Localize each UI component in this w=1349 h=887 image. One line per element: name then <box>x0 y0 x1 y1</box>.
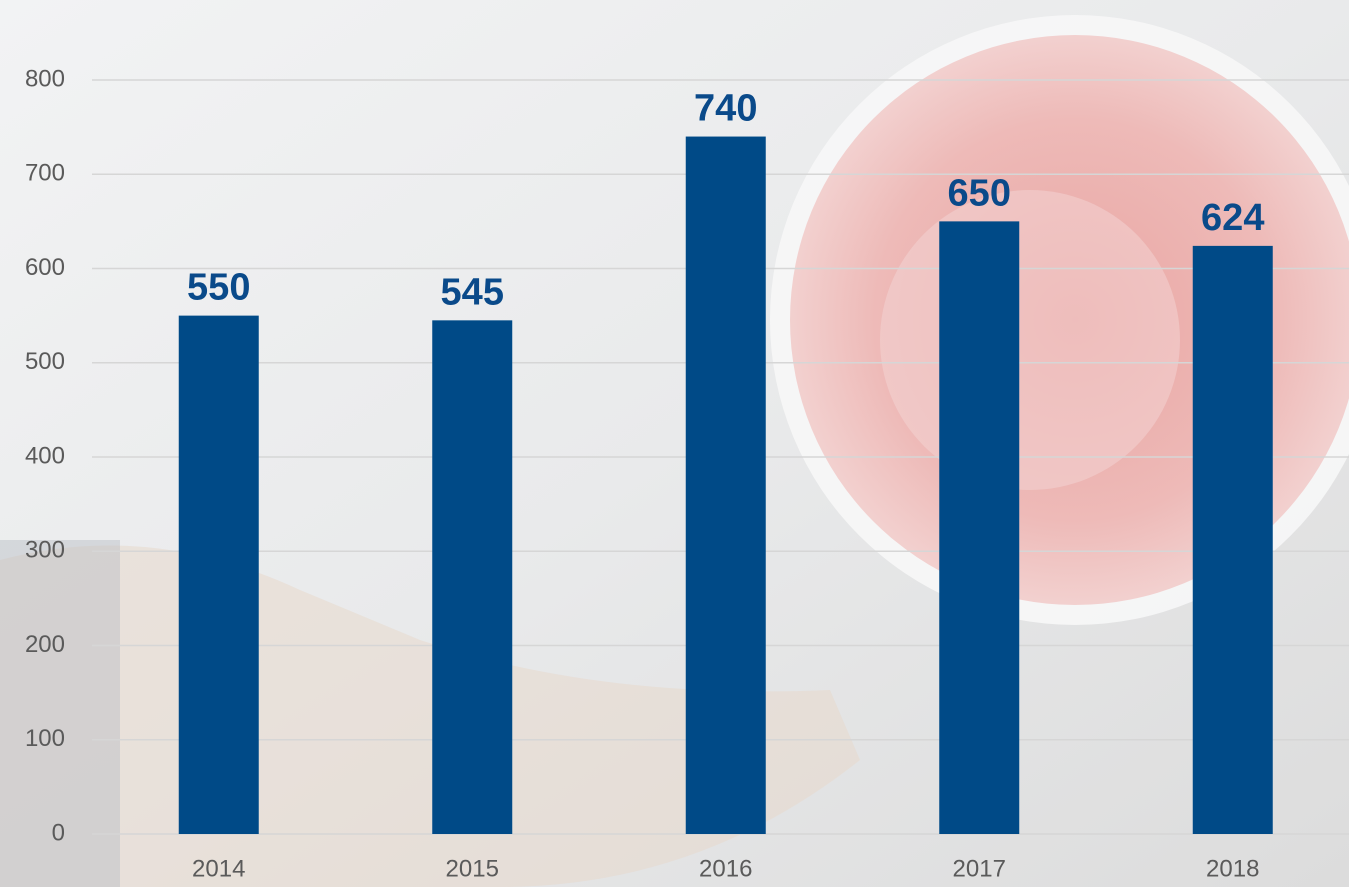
x-tick-label: 2014 <box>192 855 245 882</box>
bar <box>685 136 766 835</box>
y-tick-label: 500 <box>25 348 65 375</box>
y-tick-label: 200 <box>25 631 65 658</box>
y-tick-label: 700 <box>25 160 65 187</box>
sign-center <box>880 190 1180 490</box>
y-tick-label: 600 <box>25 254 65 281</box>
value-label: 545 <box>441 271 504 313</box>
sleeve <box>0 540 120 887</box>
value-label: 550 <box>187 267 250 309</box>
value-label: 624 <box>1201 197 1264 239</box>
bar <box>939 221 1020 834</box>
y-tick-label: 300 <box>25 537 65 564</box>
x-tick-label: 2017 <box>953 855 1006 882</box>
bar <box>178 315 259 834</box>
bar <box>432 320 513 834</box>
y-tick-label: 100 <box>25 725 65 752</box>
x-tick-label: 2016 <box>699 855 752 882</box>
bar <box>1192 245 1273 834</box>
x-tick-label: 2015 <box>446 855 499 882</box>
y-tick-label: 400 <box>25 442 65 469</box>
value-label: 650 <box>948 172 1011 214</box>
y-tick-label: 0 <box>52 819 65 846</box>
value-label: 740 <box>694 88 757 130</box>
y-tick-label: 800 <box>25 65 65 92</box>
x-tick-label: 2018 <box>1206 855 1259 882</box>
